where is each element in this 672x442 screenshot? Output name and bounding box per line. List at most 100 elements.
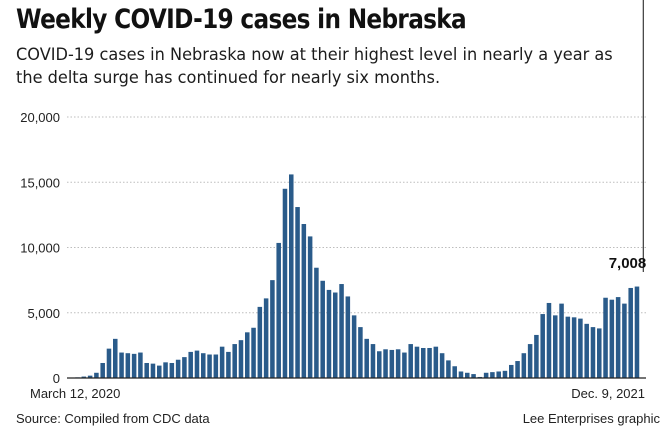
y-axis-tick-labels: 0 5,000 10,000 15,000 20,000 <box>20 110 60 386</box>
annotation-label-latest: 7,008 <box>609 255 647 272</box>
bar <box>427 347 432 378</box>
bar <box>421 347 426 378</box>
bar <box>370 344 376 378</box>
bar <box>314 267 319 378</box>
bars <box>69 174 640 379</box>
bar <box>251 327 256 378</box>
bar <box>270 280 275 379</box>
bar <box>339 284 344 378</box>
bar <box>609 299 615 378</box>
bar <box>276 242 281 378</box>
bar <box>565 316 571 378</box>
bar <box>571 317 577 378</box>
bar <box>213 354 219 378</box>
bar <box>509 364 514 378</box>
bar <box>414 346 420 378</box>
bar <box>483 372 489 378</box>
bar <box>257 306 263 378</box>
y-tick-label: 5,000 <box>27 306 60 321</box>
bar <box>245 332 250 378</box>
bar <box>157 365 162 378</box>
bar <box>351 315 357 378</box>
bar <box>232 344 237 378</box>
bar <box>125 353 131 378</box>
bar <box>238 340 244 378</box>
bar <box>584 323 589 378</box>
bar <box>320 280 325 378</box>
bar <box>502 370 508 378</box>
y-tick-label: 0 <box>53 371 60 386</box>
bar <box>496 371 501 378</box>
bar <box>194 350 200 378</box>
bar <box>377 351 382 378</box>
bar <box>395 349 401 378</box>
bar <box>578 318 583 378</box>
y-tick-label: 15,000 <box>20 175 60 190</box>
bar <box>333 292 338 378</box>
bar <box>597 328 602 378</box>
bar <box>219 346 225 378</box>
bar <box>188 351 193 378</box>
bar <box>521 353 527 378</box>
bar <box>490 372 495 378</box>
bar <box>540 314 545 378</box>
bar <box>307 236 313 378</box>
bar <box>106 348 112 378</box>
bar <box>527 344 533 378</box>
bar <box>138 352 143 378</box>
bar <box>169 362 175 378</box>
bar <box>458 371 464 378</box>
x-axis-tick-labels: March 12, 2020 Dec. 9, 2021 <box>30 386 645 401</box>
bar <box>553 315 558 378</box>
bar <box>94 372 99 378</box>
gridlines <box>67 116 646 314</box>
bar <box>615 297 621 378</box>
bar <box>289 174 294 378</box>
bar <box>263 298 269 378</box>
bar <box>201 353 206 378</box>
bar <box>534 334 539 378</box>
bar <box>81 376 87 378</box>
bar <box>144 362 149 378</box>
bar <box>364 338 369 378</box>
bar <box>546 302 552 378</box>
bar <box>452 366 457 378</box>
bar <box>345 296 351 378</box>
bar <box>131 353 137 378</box>
bar <box>150 363 156 378</box>
bar <box>182 357 187 378</box>
bar <box>471 374 476 378</box>
bar <box>87 375 93 378</box>
y-tick-label: 10,000 <box>20 241 60 256</box>
bar <box>622 303 627 378</box>
bar <box>439 353 445 378</box>
bar <box>465 372 470 378</box>
bar <box>226 351 231 378</box>
chart-subtitle: COVID-19 cases in Nebraska now at their … <box>16 45 613 88</box>
bar <box>408 344 413 378</box>
bar <box>590 327 596 378</box>
x-tick-start: March 12, 2020 <box>30 386 120 401</box>
bar <box>515 361 520 378</box>
bar <box>295 207 300 378</box>
bar <box>433 346 439 378</box>
bar <box>634 286 640 378</box>
bar <box>358 327 363 378</box>
bar <box>446 360 451 378</box>
chart-title: Weekly COVID-19 cases in Nebraska <box>16 4 467 35</box>
y-tick-label: 20,000 <box>20 110 60 125</box>
x-tick-end: Dec. 9, 2021 <box>571 386 645 401</box>
bar <box>628 287 633 378</box>
bar <box>163 362 168 378</box>
bar <box>389 349 395 378</box>
bar <box>603 297 608 378</box>
bar <box>301 224 307 378</box>
credit-note: Lee Enterprises graphic <box>522 411 660 426</box>
bar <box>282 188 288 378</box>
bar <box>175 359 181 378</box>
bar <box>100 362 105 378</box>
bar <box>113 338 118 378</box>
bar <box>383 349 388 378</box>
bar <box>559 303 564 378</box>
